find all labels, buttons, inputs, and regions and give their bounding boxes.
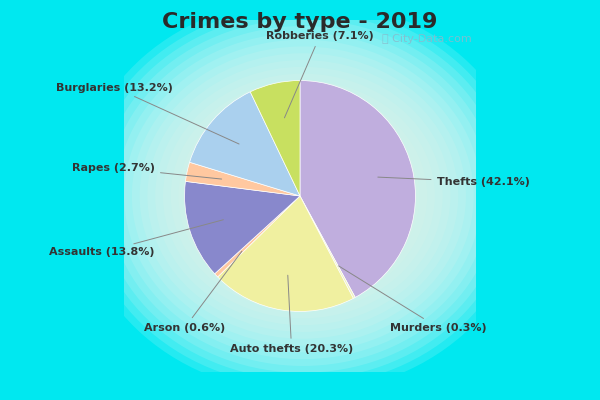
Ellipse shape — [233, 135, 373, 257]
Ellipse shape — [85, 6, 520, 386]
Ellipse shape — [124, 40, 481, 352]
Ellipse shape — [295, 189, 311, 203]
Ellipse shape — [132, 46, 474, 346]
Text: Robberies (7.1%): Robberies (7.1%) — [266, 31, 374, 118]
Wedge shape — [218, 196, 353, 312]
Ellipse shape — [241, 142, 365, 250]
Wedge shape — [300, 196, 355, 298]
Ellipse shape — [209, 114, 396, 278]
Ellipse shape — [225, 128, 380, 264]
Ellipse shape — [264, 162, 341, 230]
Wedge shape — [185, 181, 300, 274]
Text: Burglaries (13.2%): Burglaries (13.2%) — [56, 82, 239, 144]
Wedge shape — [250, 80, 300, 196]
Ellipse shape — [272, 169, 334, 223]
Ellipse shape — [280, 176, 326, 216]
Text: Auto thefts (20.3%): Auto thefts (20.3%) — [230, 275, 353, 354]
Ellipse shape — [179, 87, 427, 305]
Ellipse shape — [77, 0, 528, 393]
Ellipse shape — [109, 26, 497, 366]
Ellipse shape — [148, 60, 458, 332]
Ellipse shape — [217, 121, 388, 271]
Wedge shape — [215, 196, 300, 277]
Wedge shape — [190, 92, 300, 196]
Text: ⓘ City-Data.com: ⓘ City-Data.com — [382, 34, 472, 44]
Ellipse shape — [287, 182, 319, 210]
Text: Thefts (42.1%): Thefts (42.1%) — [378, 177, 529, 187]
Text: Murders (0.3%): Murders (0.3%) — [338, 266, 487, 333]
Ellipse shape — [93, 12, 512, 380]
Text: Assaults (13.8%): Assaults (13.8%) — [49, 220, 223, 257]
Ellipse shape — [116, 33, 489, 359]
Ellipse shape — [248, 148, 357, 244]
Ellipse shape — [140, 53, 466, 339]
Ellipse shape — [186, 94, 419, 298]
Wedge shape — [300, 80, 415, 297]
Wedge shape — [185, 162, 300, 196]
Ellipse shape — [171, 80, 435, 312]
Ellipse shape — [163, 74, 443, 318]
Ellipse shape — [202, 108, 404, 284]
Ellipse shape — [194, 101, 412, 291]
Ellipse shape — [101, 19, 505, 373]
Ellipse shape — [256, 155, 349, 237]
Text: Rapes (2.7%): Rapes (2.7%) — [72, 163, 221, 179]
Text: Arson (0.6%): Arson (0.6%) — [144, 251, 242, 333]
Text: Crimes by type - 2019: Crimes by type - 2019 — [163, 12, 437, 32]
Ellipse shape — [155, 67, 451, 325]
